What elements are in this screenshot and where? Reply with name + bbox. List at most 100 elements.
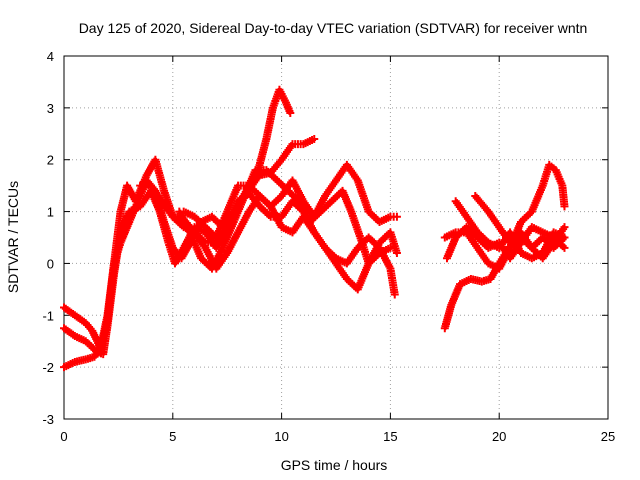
data-point-run — [246, 191, 263, 209]
data-point-run — [152, 157, 168, 193]
data-point-run — [181, 208, 197, 220]
data-point-run — [204, 238, 218, 247]
data-point-run — [213, 251, 230, 271]
data-point-run — [269, 212, 283, 221]
series-track-6 — [175, 166, 395, 273]
data-point-run — [464, 224, 480, 240]
data-point-run — [241, 168, 259, 198]
data-point-run — [219, 220, 237, 250]
data-point-run — [148, 183, 165, 204]
data-point-run — [230, 194, 248, 224]
data-point-run — [209, 245, 226, 271]
data-point-run — [348, 209, 366, 245]
data-point-run — [442, 229, 458, 241]
data-point-run — [344, 162, 361, 183]
data-point — [392, 249, 401, 258]
data-point-run — [275, 178, 291, 194]
x-tick-label: 20 — [492, 429, 506, 444]
data-point-run — [291, 140, 305, 149]
data-point-run — [518, 209, 535, 225]
data-point-run — [83, 321, 95, 333]
data-point-run — [192, 224, 208, 236]
data-point-run — [127, 203, 142, 215]
data-point-run — [264, 167, 280, 183]
y-tick-label: -1 — [42, 308, 54, 323]
data-point-run — [73, 333, 88, 345]
x-tick-label: 5 — [169, 429, 176, 444]
data-point-run — [236, 181, 251, 190]
x-axis-label: GPS time / hours — [281, 457, 388, 473]
data-marks — [60, 85, 569, 372]
data-point-run — [528, 183, 546, 214]
data-point-run — [187, 230, 205, 261]
data-point-run — [485, 209, 502, 230]
data-point-run — [558, 183, 569, 209]
data-point — [560, 243, 569, 252]
data-point-run — [318, 198, 334, 214]
data-point-run — [377, 213, 393, 225]
x-tick-label: 10 — [274, 429, 288, 444]
data-point-run — [475, 230, 491, 245]
data-point-run — [176, 209, 194, 235]
data-point-run — [103, 261, 118, 323]
data-point-run — [268, 157, 285, 175]
data-point-run — [192, 230, 208, 245]
data-point-run — [474, 245, 491, 266]
data-point — [386, 243, 395, 252]
data-point-run — [72, 312, 88, 326]
data-point-run — [62, 358, 77, 371]
y-tick-label: -3 — [42, 412, 54, 427]
data-point-run — [463, 230, 481, 250]
data-point-run — [333, 261, 350, 282]
data-point-run — [301, 136, 317, 148]
plot-frame — [63, 55, 609, 420]
data-point-run — [322, 245, 339, 261]
chart-title: Day 125 of 2020, Sidereal Day-to-day VTE… — [79, 20, 588, 36]
data-point-run — [530, 250, 545, 262]
data-point-run — [530, 224, 545, 236]
data-point — [560, 202, 569, 211]
data-point-run — [235, 209, 252, 235]
data-point-run — [479, 275, 493, 285]
data-point-run — [551, 235, 567, 251]
data-point — [286, 109, 295, 118]
data-point-run — [224, 199, 242, 229]
data-point — [560, 223, 569, 232]
y-tick-label: 3 — [47, 101, 54, 116]
data-point-run — [268, 193, 284, 209]
axis-ticks: 0 5 10 15 20 25 -3 -2 -1 0 1 2 3 4 — [42, 49, 615, 444]
data-point-run — [453, 199, 470, 219]
data-point-run — [97, 318, 112, 351]
data-point-run — [458, 276, 473, 288]
series-track-11 — [471, 192, 569, 252]
data-point-run — [192, 214, 208, 230]
data-point-run — [172, 245, 187, 266]
data-point-run — [322, 178, 339, 199]
y-tick-label: 0 — [47, 256, 54, 271]
data-point-run — [276, 87, 289, 105]
y-axis-label: SDTVAR / TECUs — [5, 181, 21, 293]
data-point-run — [83, 353, 97, 363]
data-point-run — [224, 183, 242, 214]
x-tick-label: 25 — [601, 429, 615, 444]
y-tick-label: 4 — [47, 49, 54, 64]
data-point-run — [257, 204, 273, 220]
data-point-run — [83, 338, 99, 354]
data-point — [310, 134, 319, 143]
data-point-run — [472, 193, 491, 214]
series-track-4 — [136, 181, 399, 299]
data-point-run — [311, 230, 328, 250]
data-point-run — [94, 348, 105, 358]
data-point-run — [344, 245, 361, 266]
series-track-3 — [60, 155, 401, 353]
data-point-run — [366, 250, 382, 266]
data-point-run — [61, 325, 78, 339]
data-point-run — [278, 142, 296, 162]
data-point-run — [156, 209, 172, 245]
data-point-run — [486, 260, 502, 272]
data-point-run — [354, 178, 372, 214]
data-point-run — [519, 250, 534, 262]
data-point — [560, 233, 569, 242]
data-point-run — [463, 214, 481, 235]
data-point-run — [110, 209, 125, 266]
